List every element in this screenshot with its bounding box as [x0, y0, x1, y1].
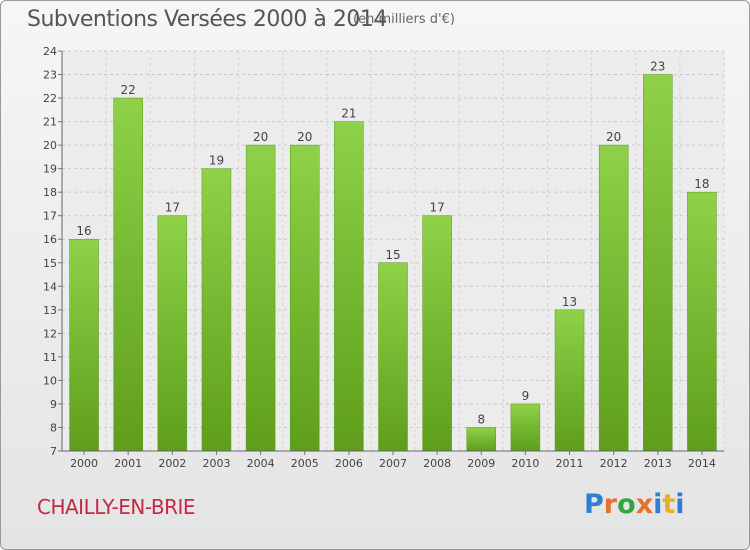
value-label: 22 — [121, 83, 136, 97]
x-tick-label: 2008 — [423, 457, 451, 470]
bar — [201, 168, 232, 452]
y-tick-label: 8 — [50, 421, 57, 434]
x-tick-label: 2004 — [247, 457, 275, 470]
value-label: 17 — [429, 201, 444, 215]
y-tick-label: 14 — [43, 280, 57, 293]
bar — [289, 144, 320, 452]
y-tick-label: 17 — [43, 210, 57, 223]
x-tick-label: 2003 — [202, 457, 230, 470]
proxiti-logo: Proxiti — [584, 489, 685, 520]
logo-letter: t — [662, 489, 676, 520]
bar — [466, 427, 497, 452]
bar — [69, 238, 99, 452]
y-tick-label: 7 — [50, 445, 57, 458]
bar — [598, 144, 629, 452]
value-label: 20 — [297, 130, 312, 144]
x-tick-label: 2014 — [688, 457, 716, 470]
x-tick-label: 2013 — [644, 457, 672, 470]
logo-letter: o — [617, 489, 636, 520]
logo-letter: P — [584, 489, 604, 520]
logo-letter: i — [653, 489, 663, 520]
bar — [422, 215, 452, 452]
logo-letter: i — [675, 489, 685, 520]
commune-name: CHAILLY-EN-BRIE — [37, 495, 196, 519]
x-tick-label: 2007 — [379, 457, 407, 470]
bar — [245, 144, 276, 452]
bar — [554, 309, 585, 452]
value-label: 8 — [477, 412, 485, 426]
value-label: 13 — [562, 295, 577, 309]
x-tick-label: 2005 — [291, 457, 319, 470]
y-tick-label: 10 — [43, 374, 57, 387]
x-tick-label: 2011 — [556, 457, 584, 470]
value-label: 18 — [694, 177, 709, 191]
y-tick-label: 20 — [43, 139, 57, 152]
value-label: 20 — [253, 130, 268, 144]
logo-letter: r — [603, 489, 618, 520]
value-label: 9 — [522, 389, 530, 403]
x-tick-label: 2012 — [600, 457, 628, 470]
y-tick-label: 21 — [43, 116, 57, 129]
chart-subtitle: (en milliers d'€) — [353, 12, 455, 27]
y-tick-label: 18 — [43, 186, 57, 199]
value-label: 21 — [341, 107, 356, 121]
chart-title: Subventions Versées 2000 à 2014 — [27, 7, 387, 32]
value-label: 16 — [76, 224, 91, 238]
bar — [378, 262, 408, 452]
y-tick-label: 24 — [43, 45, 57, 58]
x-tick-label: 2002 — [158, 457, 186, 470]
value-label: 23 — [650, 60, 665, 74]
logo-letter: x — [635, 489, 654, 520]
bar — [687, 191, 717, 452]
value-label: 15 — [385, 248, 400, 262]
y-tick-label: 15 — [43, 257, 57, 270]
y-tick-label: 9 — [50, 398, 57, 411]
y-tick-label: 12 — [43, 327, 57, 340]
x-tick-label: 2010 — [511, 457, 539, 470]
x-tick-label: 2006 — [335, 457, 363, 470]
value-label: 20 — [606, 130, 621, 144]
y-tick-label: 23 — [43, 69, 57, 82]
y-tick-label: 22 — [43, 92, 57, 105]
bar — [510, 403, 541, 452]
y-tick-label: 16 — [43, 233, 57, 246]
value-label: 19 — [209, 154, 224, 168]
bar — [157, 215, 188, 452]
y-tick-label: 19 — [43, 163, 57, 176]
x-tick-label: 2009 — [467, 457, 495, 470]
value-label: 17 — [165, 201, 180, 215]
x-tick-label: 2001 — [114, 457, 142, 470]
bar — [643, 74, 673, 452]
y-tick-label: 11 — [43, 351, 57, 364]
x-tick-label: 2000 — [70, 457, 98, 470]
bar — [113, 97, 143, 452]
y-tick-label: 13 — [43, 304, 57, 317]
bar — [334, 121, 364, 452]
